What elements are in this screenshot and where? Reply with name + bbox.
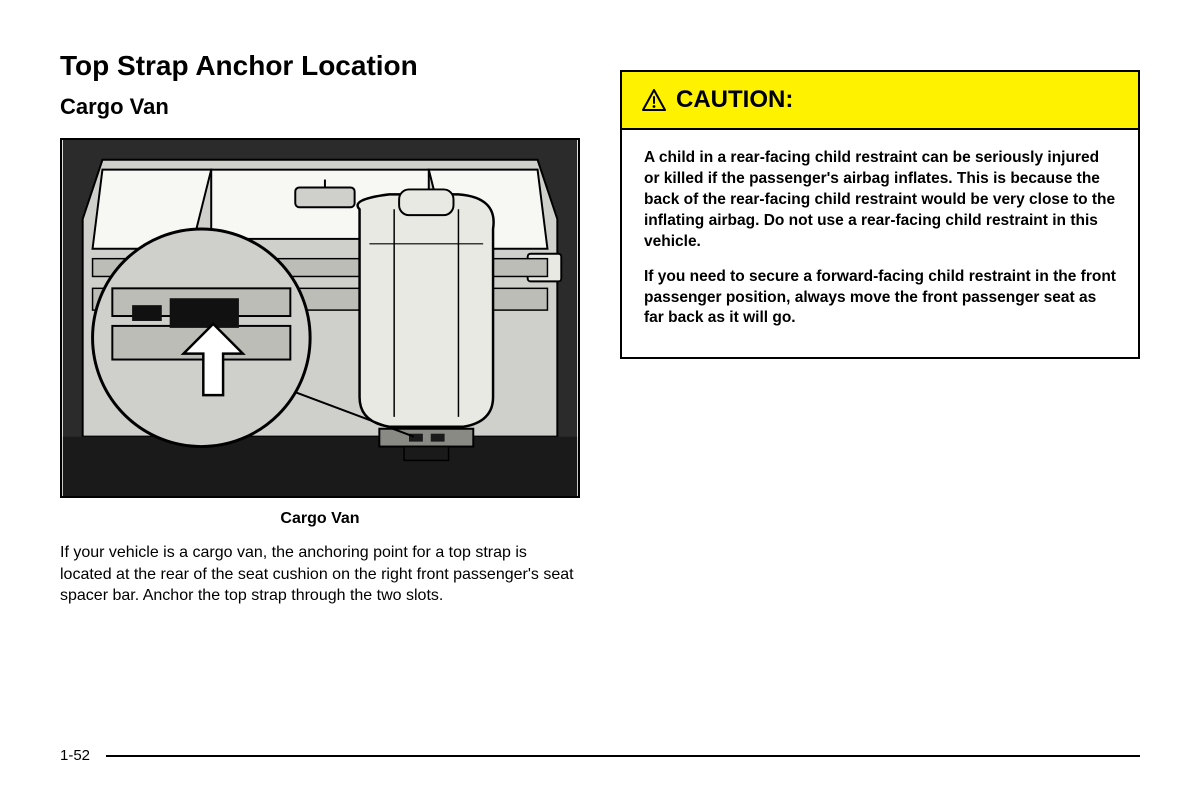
caution-label: CAUTION: [676,86,793,114]
caution-box: CAUTION: A child in a rear-facing child … [620,70,1140,359]
page-number: 1-52 [60,747,90,764]
illustration-caption: Cargo Van [60,510,580,528]
right-column: CAUTION: A child in a rear-facing child … [620,50,1140,730]
heading-sub: Cargo Van [60,94,580,120]
body-paragraph: If your vehicle is a cargo van, the anch… [60,542,580,607]
caution-paragraph: If you need to secure a forward-facing c… [644,267,1116,330]
heading-main: Top Strap Anchor Location [60,50,580,82]
vehicle-interior-diagram [62,140,578,496]
page-content: Top Strap Anchor Location Cargo Van [60,50,1140,730]
caution-paragraph: A child in a rear-facing child restraint… [644,148,1116,253]
caution-body: A child in a rear-facing child restraint… [622,130,1138,357]
page-footer: 1-52 [60,747,1140,764]
footer-rule [106,755,1140,757]
passenger-seat [358,189,494,460]
left-column: Top Strap Anchor Location Cargo Van [60,50,580,730]
warning-triangle-icon [642,89,666,111]
caution-header: CAUTION: [622,72,1138,130]
illustration [60,138,580,498]
